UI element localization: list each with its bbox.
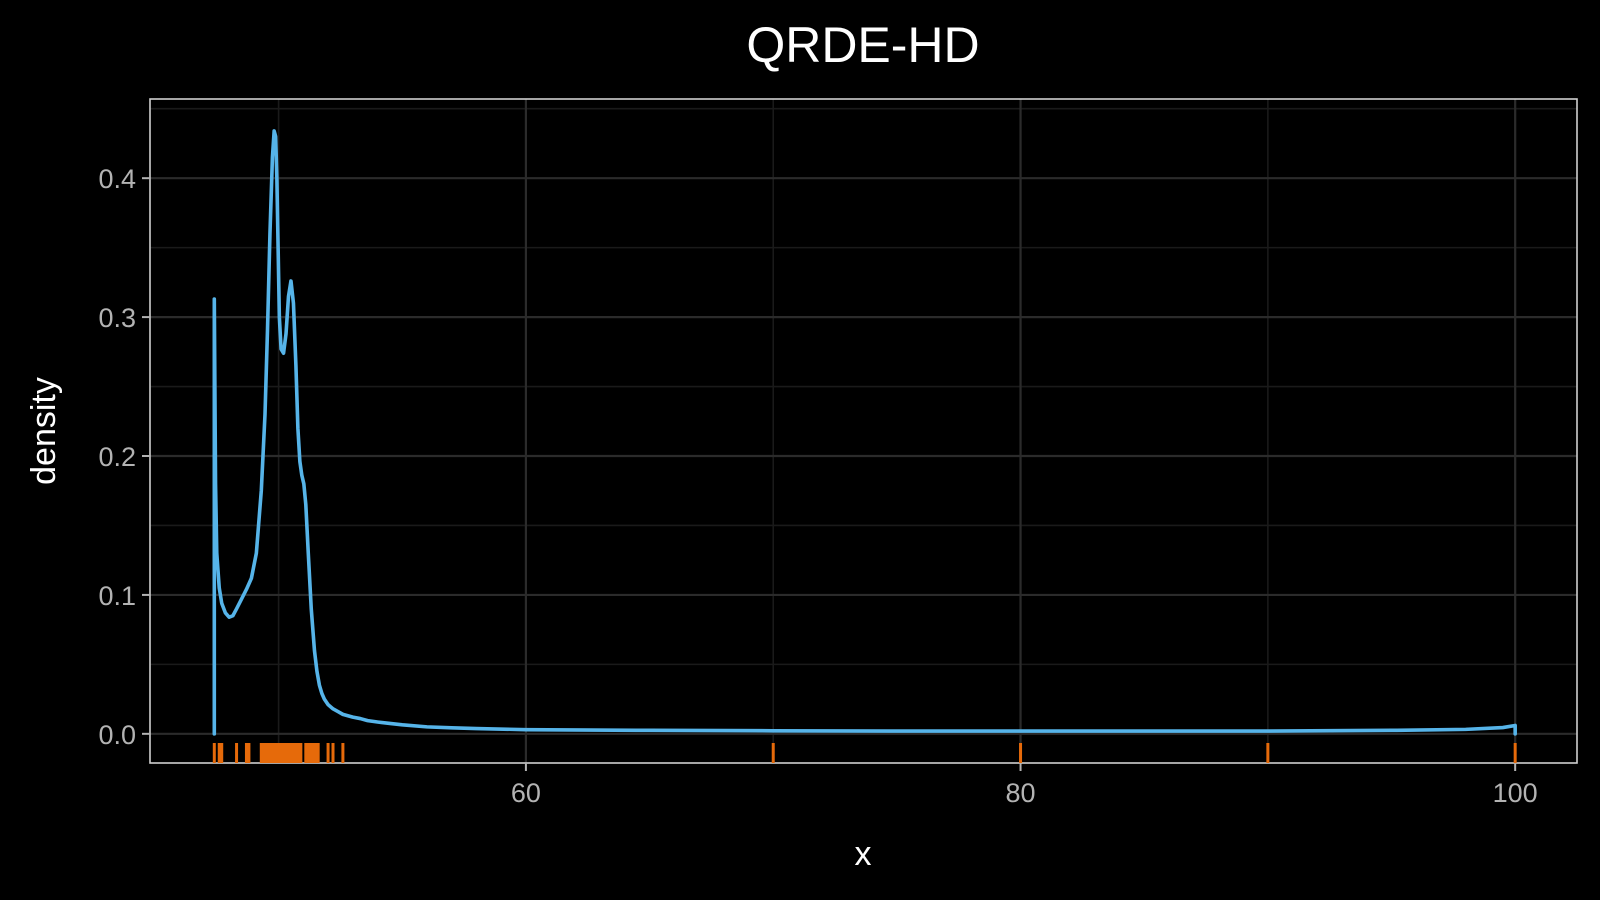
grid-lines [150, 99, 1577, 763]
axis-ticks [142, 177, 1517, 771]
y-tick-label: 0.4 [98, 164, 136, 194]
x-tick-label: 80 [1006, 778, 1036, 808]
y-tick-label: 0.2 [98, 442, 136, 472]
plot-panel [149, 98, 1578, 764]
rug-marks [212, 743, 1517, 763]
density-curve [212, 129, 1517, 736]
y-tick-label: 0.0 [98, 720, 136, 750]
y-tick-label: 0.3 [98, 303, 136, 333]
x-tick-label: 60 [511, 778, 541, 808]
tick-labels: 60 80 100 0.0 0.1 0.2 0.3 0.4 [98, 164, 1537, 808]
x-tick-label: 100 [1493, 778, 1538, 808]
y-axis-title: density [25, 377, 63, 485]
x-axis-title: x [855, 835, 872, 873]
density-curve-group [212, 129, 1517, 736]
y-tick-label: 0.1 [98, 581, 136, 611]
chart-title: QRDE-HD [746, 17, 979, 73]
